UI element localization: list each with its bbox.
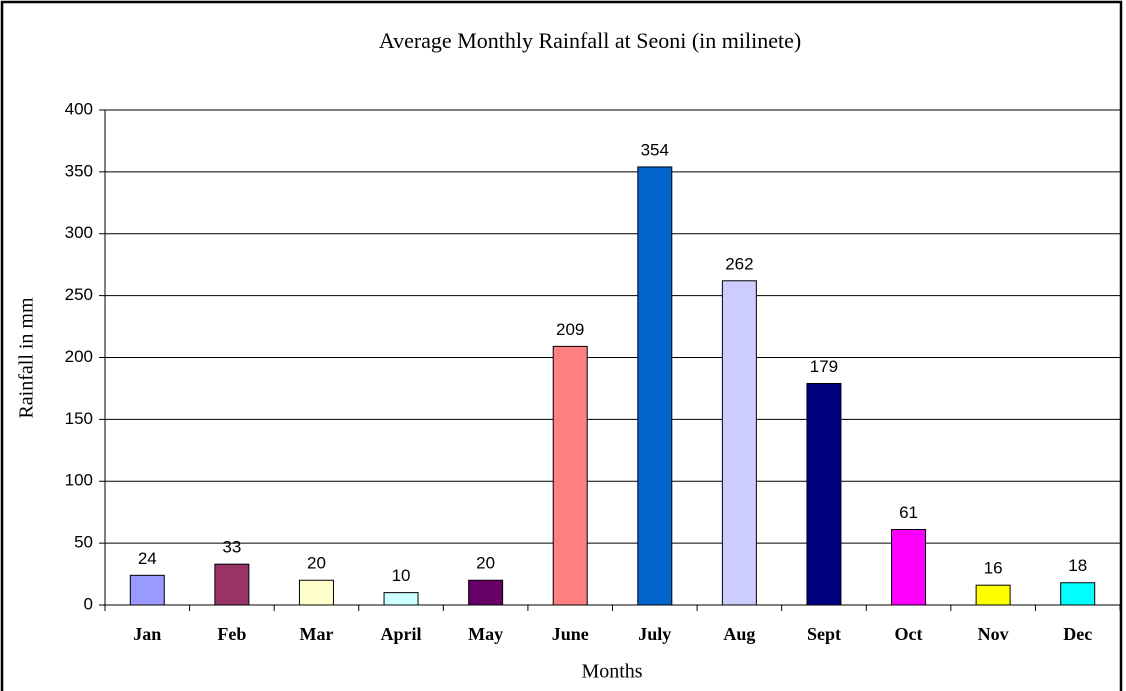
data-label: 20 <box>307 554 326 573</box>
x-tick-label: Aug <box>723 624 755 644</box>
y-tick-label: 100 <box>65 471 93 490</box>
x-tick-label: July <box>638 624 671 644</box>
y-tick-label: 150 <box>65 409 93 428</box>
data-label: 10 <box>392 566 411 585</box>
x-tick-label: April <box>381 624 422 644</box>
y-tick-label: 350 <box>65 161 93 180</box>
data-label: 16 <box>984 559 1003 578</box>
bar <box>806 382 842 606</box>
bar <box>383 592 419 606</box>
x-tick-label: Mar <box>299 624 333 644</box>
y-tick-label: 200 <box>65 347 93 366</box>
bar <box>129 574 165 606</box>
bar <box>637 166 673 606</box>
bar <box>1060 582 1096 606</box>
data-label: 61 <box>899 503 918 522</box>
bar <box>468 579 504 606</box>
y-tick-label: 50 <box>74 533 93 552</box>
x-axis-label: Months <box>581 661 642 683</box>
data-label: 209 <box>556 320 584 339</box>
x-tick-label: Nov <box>978 624 1009 644</box>
bar <box>214 563 250 606</box>
bar <box>975 584 1011 606</box>
data-label: 18 <box>1068 556 1087 575</box>
x-tick-label: Jan <box>133 624 161 644</box>
data-label: 354 <box>641 140 669 159</box>
bar <box>298 579 334 606</box>
x-tick-label: Feb <box>217 624 246 644</box>
data-label: 179 <box>810 357 838 376</box>
y-axis-label: Rainfall in mm <box>16 297 38 419</box>
x-tick-label: May <box>468 624 503 644</box>
data-label: 262 <box>725 254 753 273</box>
y-tick-label: 250 <box>65 285 93 304</box>
bar <box>721 280 757 606</box>
y-tick-label: 400 <box>65 99 93 118</box>
x-tick-label: Sept <box>807 624 841 644</box>
y-tick-label: 300 <box>65 223 93 242</box>
data-label: 20 <box>476 554 495 573</box>
data-label: 24 <box>138 549 157 568</box>
bar <box>552 345 588 606</box>
x-tick-label: Dec <box>1063 624 1092 644</box>
bar <box>891 529 927 606</box>
x-tick-label: Oct <box>895 624 923 644</box>
data-label: 33 <box>222 538 241 557</box>
chart-title: Average Monthly Rainfall at Seoni (in mi… <box>379 28 801 53</box>
y-tick-label: 0 <box>84 594 93 613</box>
x-tick-label: June <box>552 624 589 644</box>
